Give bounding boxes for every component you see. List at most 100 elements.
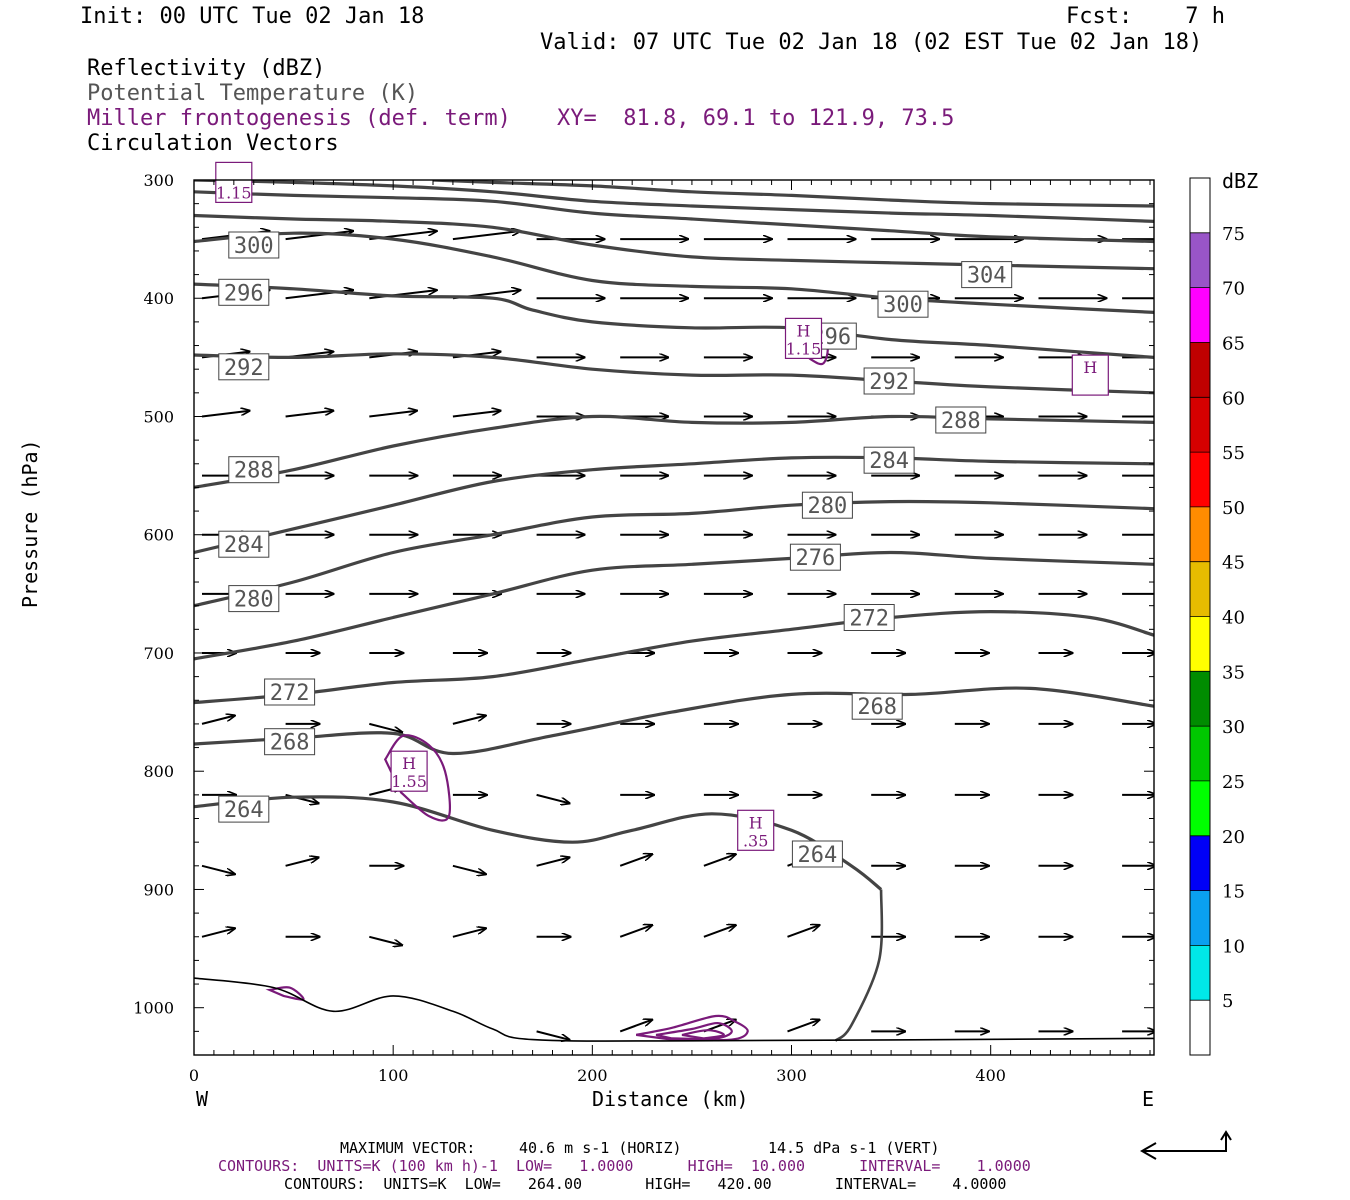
valid-time: Valid: 07 UTC Tue 02 Jan 18 (02 EST Tue …: [540, 30, 1203, 55]
terrain-surface-line: [193, 977, 1155, 1042]
cross-section-endpoints: XY= 81.8, 69.1 to 121.9, 73.5: [557, 106, 955, 131]
contours-fronto: CONTOURS: UNITS=K (100 km h)-1 LOW= 1.00…: [218, 1157, 1031, 1175]
colorbar-label: 50: [1222, 498, 1245, 519]
fronto-max-box: [737, 809, 775, 851]
circulation-vector: [703, 854, 736, 867]
circulation-vector: [787, 1020, 820, 1033]
colorbar-label: 65: [1222, 333, 1245, 354]
y-tick-label: 700: [143, 644, 174, 663]
theta-label-box: [218, 530, 270, 558]
circulation-vector: [703, 925, 736, 938]
x-tick-label: 300: [776, 1066, 807, 1085]
x-axis-west-label: W: [196, 1087, 209, 1111]
theta-label: 264: [798, 843, 838, 868]
max-vector-label: MAXIMUM VECTOR:: [340, 1139, 476, 1157]
colorbar-segment: [1190, 835, 1210, 891]
colorbar-label: 20: [1222, 827, 1245, 848]
theta-label: 292: [224, 356, 264, 381]
theta-label: 288: [941, 409, 981, 434]
field-vectors: Circulation Vectors: [87, 131, 339, 156]
theta-isentrope-upper: [194, 180, 1154, 223]
circulation-vector: [536, 1030, 570, 1039]
max-vector-vert: 14.5 dPa s-1 (VERT): [768, 1139, 940, 1157]
theta-isentrope-upper: [194, 190, 1154, 244]
fronto-contour-4: [635, 1014, 749, 1042]
colorbar-label: 55: [1222, 443, 1245, 464]
theta-label-box: [863, 367, 915, 395]
colorbar-label: 45: [1222, 553, 1245, 574]
theta-label: 284: [869, 449, 909, 474]
theta-isentrope-292: [194, 352, 1154, 395]
theta-isentrope-264: [194, 795, 883, 891]
theta-label-box: [264, 678, 316, 706]
fronto-contour-6: [681, 1029, 725, 1040]
fronto-contour-3: [265, 986, 305, 1001]
theta-label: 268: [857, 695, 897, 720]
theta-isentrope-288: [194, 414, 1154, 489]
colorbar-segment: [1190, 232, 1210, 288]
theta-label: 284: [224, 533, 264, 558]
contours-theta: CONTOURS: UNITS=K LOW= 264.00 HIGH= 420.…: [284, 1175, 1007, 1193]
fronto-max-box: [784, 317, 823, 359]
circulation-vector: [452, 716, 486, 725]
circulation-vector: [452, 864, 486, 874]
theta-label: 296: [224, 281, 264, 306]
circulation-vector: [369, 290, 437, 300]
colorbar-segment: [1190, 945, 1210, 1001]
theta-label: 272: [270, 681, 310, 706]
colorbar-label: 40: [1222, 608, 1245, 629]
theta-label-box: [218, 795, 270, 823]
fronto-max-letter: H: [1083, 358, 1097, 377]
max-vector-horiz: 40.6 m s-1 (HORIZ): [519, 1139, 682, 1157]
y-tick-label: 500: [143, 407, 174, 426]
fronto-max-box: [215, 161, 253, 203]
theta-isentrope-272: [194, 609, 1154, 705]
colorbar-segment: [1190, 452, 1210, 507]
init-time: Init: 00 UTC Tue 02 Jan 18: [80, 4, 425, 29]
theta-label-box: [863, 446, 915, 474]
theta-label: 280: [808, 494, 848, 519]
fronto-max-letter: H: [749, 813, 763, 832]
fronto-max-value: .35: [743, 831, 768, 850]
x-tick-label: 100: [378, 1066, 409, 1085]
y-tick-label: 400: [143, 289, 174, 308]
theta-label-box: [228, 231, 280, 259]
theta-label-box: [218, 353, 270, 381]
x-tick-label: 400: [975, 1066, 1006, 1085]
theta-label: 264: [224, 798, 264, 823]
theta-label-box: [801, 491, 853, 519]
theta-label-box: [228, 456, 280, 484]
circulation-vector: [285, 231, 354, 241]
colorbar-label: 25: [1222, 772, 1245, 793]
theta-label-box: [851, 692, 903, 720]
y-tick-label: 1000: [133, 999, 174, 1018]
circulation-vector: [452, 928, 486, 938]
reference-vector-head-horiz: [1139, 1142, 1157, 1160]
circulation-vector: [536, 793, 570, 803]
theta-isentrope-276: [194, 550, 1154, 661]
colorbar-label: 10: [1222, 936, 1245, 957]
field-frontogenesis: Miller frontogenesis (def. term): [87, 106, 511, 131]
colorbar-label: 75: [1222, 224, 1245, 245]
circulation-vector: [285, 411, 334, 418]
theta-label-box: [264, 728, 316, 756]
reference-vector-head-vert: [1220, 1130, 1232, 1141]
theta-label: 288: [234, 459, 274, 484]
y-tick-label: 300: [143, 171, 174, 190]
y-axis-label: Pressure (hPa): [18, 439, 42, 608]
colorbar-segment: [1190, 780, 1210, 836]
theta-label: 276: [796, 546, 836, 571]
theta-isentrope-300: [194, 231, 1154, 314]
circulation-vector: [201, 716, 235, 725]
circulation-vector: [369, 935, 402, 945]
field-theta: Potential Temperature (K): [87, 81, 419, 106]
colorbar-segment: [1190, 342, 1210, 398]
colorbar-segment: [1190, 397, 1210, 453]
circulation-vector: [369, 722, 402, 732]
theta-isentrope-upper: [432, 180, 1154, 208]
fronto-max-value: 1.15: [786, 339, 822, 358]
circulation-vector: [369, 411, 417, 418]
fronto-max-box: [390, 750, 428, 792]
theta-label-box: [935, 406, 987, 434]
